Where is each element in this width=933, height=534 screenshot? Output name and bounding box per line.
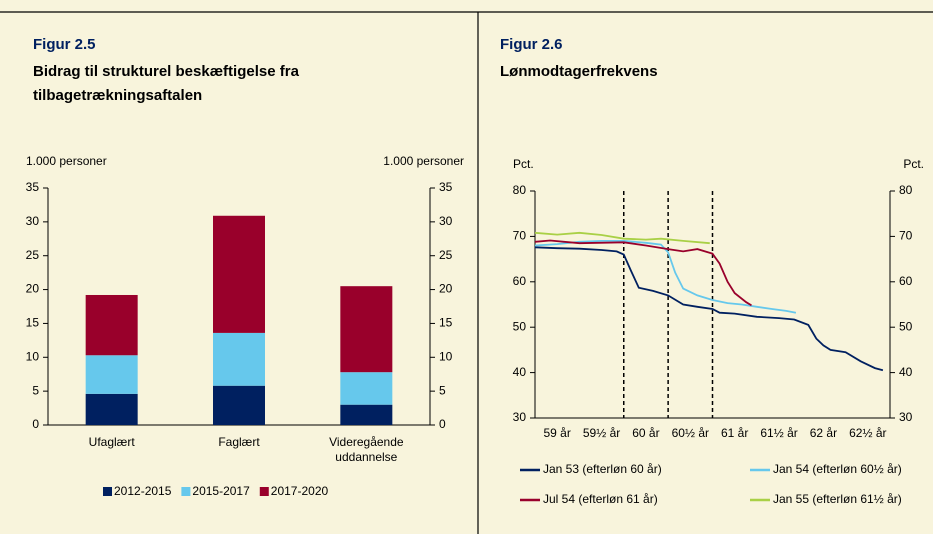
bar-segment [340, 286, 393, 373]
legend-label: Jan 54 (efterløn 60½ år) [773, 462, 902, 476]
y-axis-label: Pct. [513, 157, 534, 171]
line-series [534, 240, 797, 314]
y-tick-label: 80 [513, 183, 527, 197]
y2-axis-label: Pct. [903, 157, 924, 171]
y2-tick-label: 10 [439, 349, 453, 363]
legend-label: 2015-2017 [192, 484, 250, 498]
bar-segment [213, 332, 265, 386]
bar-segment [340, 372, 393, 405]
y-tick-label: 35 [26, 180, 40, 194]
y2-tick-label: 20 [439, 282, 453, 296]
chart-title: Lønmodtagerfrekvens [500, 63, 658, 80]
bar-segment [85, 393, 138, 425]
y-tick-label: 70 [513, 229, 527, 243]
bar-segment [213, 215, 265, 333]
y2-tick-label: 50 [899, 319, 913, 333]
legend-label: 2012-2015 [114, 484, 172, 498]
x-tick-label: Ufaglært [89, 435, 136, 449]
x-tick-label: 60½ år [672, 426, 709, 440]
y2-tick-label: 40 [899, 365, 913, 379]
y2-tick-label: 70 [899, 229, 913, 243]
legend-label: 2017-2020 [271, 484, 329, 498]
x-tick-label: 62 år [810, 426, 837, 440]
bar-segment [340, 404, 393, 425]
x-tick-label: 61 år [721, 426, 748, 440]
bar-segment [213, 385, 265, 425]
y-tick-label: 5 [32, 383, 39, 397]
y-tick-label: 30 [513, 410, 527, 424]
y-axis-label: 1.000 personer [26, 154, 107, 168]
y-tick-label: 50 [513, 319, 527, 333]
chart-title: Bidrag til strukturel beskæftigelse fra … [33, 63, 299, 104]
y-tick-label: 30 [26, 214, 40, 228]
y-tick-label: 10 [26, 349, 40, 363]
y2-tick-label: 0 [439, 417, 446, 431]
x-tick-label: 59½ år [583, 426, 620, 440]
legend-swatch [103, 487, 112, 496]
x-tick-label: 62½ år [849, 426, 886, 440]
y2-tick-label: 35 [439, 180, 453, 194]
bar-segment [85, 294, 138, 356]
line-series [534, 239, 752, 307]
legend-swatch [259, 487, 269, 496]
line-series [534, 231, 710, 245]
legend-label: Jan 53 (efterløn 60 år) [543, 462, 662, 476]
x-tick-label: 59 år [544, 426, 571, 440]
figure-label: Figur 2.5 [33, 36, 96, 53]
y-tick-label: 40 [513, 365, 527, 379]
y2-tick-label: 30 [439, 214, 453, 228]
y-tick-label: 60 [513, 274, 527, 288]
x-tick-label: 61½ år [760, 426, 797, 440]
y2-tick-label: 30 [899, 410, 913, 424]
y2-tick-label: 60 [899, 274, 913, 288]
y-tick-label: 0 [32, 417, 39, 431]
x-tick-label: 60 år [632, 426, 659, 440]
x-tick-label: Faglært [218, 435, 260, 449]
bar-segment [85, 355, 138, 394]
y-tick-label: 25 [26, 248, 40, 262]
legend-label: Jan 55 (efterløn 61½ år) [773, 492, 902, 506]
y-tick-label: 15 [26, 316, 40, 330]
y-tick-label: 20 [26, 282, 40, 296]
y2-tick-label: 15 [439, 316, 453, 330]
legend-swatch [181, 487, 191, 496]
figure-label: Figur 2.6 [500, 36, 563, 53]
y2-tick-label: 25 [439, 248, 453, 262]
legend-label: Jul 54 (efterløn 61 år) [543, 492, 658, 506]
line-series [534, 246, 884, 372]
y2-tick-label: 5 [439, 383, 446, 397]
x-tick-label: Videregående uddannelse [329, 435, 404, 464]
y2-axis-label: 1.000 personer [383, 154, 464, 168]
y2-tick-label: 80 [899, 183, 913, 197]
